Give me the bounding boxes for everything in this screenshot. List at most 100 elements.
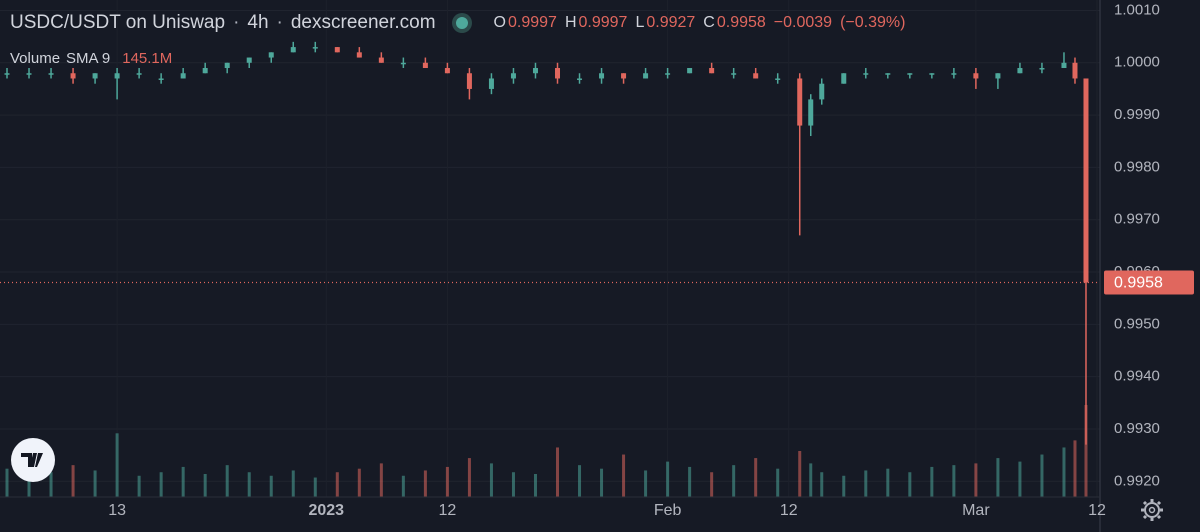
volume-value: 145.1M bbox=[122, 50, 173, 67]
y-tick-label: 1.0000 bbox=[1114, 54, 1160, 71]
y-tick-label: 0.9980 bbox=[1114, 158, 1160, 175]
status-dot bbox=[455, 17, 468, 29]
volume-bar bbox=[489, 463, 493, 497]
volume-bar bbox=[71, 465, 75, 497]
volume-bar bbox=[666, 461, 670, 497]
ohlc-key: L bbox=[635, 14, 645, 31]
separator: · bbox=[276, 12, 283, 33]
interval: 4h bbox=[247, 12, 269, 33]
volume-bar bbox=[137, 475, 141, 497]
candle-body bbox=[775, 78, 781, 80]
candle-body bbox=[907, 73, 913, 75]
pair: USDC/USDT on Uniswap bbox=[10, 12, 226, 33]
ohlc-key: H bbox=[564, 14, 577, 31]
candle-body bbox=[665, 73, 671, 75]
volume-bar bbox=[49, 472, 53, 497]
volume-bar bbox=[1062, 447, 1066, 497]
volume-bar bbox=[578, 465, 582, 497]
candle-body bbox=[621, 73, 627, 79]
tv-logo[interactable] bbox=[11, 438, 55, 482]
volume-bar bbox=[247, 472, 251, 497]
price-axis-bg bbox=[1100, 0, 1200, 532]
candle-body bbox=[202, 68, 208, 74]
candle-body bbox=[400, 62, 406, 65]
volume-bar bbox=[225, 465, 229, 497]
volume-bar bbox=[809, 463, 813, 497]
volume-bar bbox=[930, 466, 934, 497]
volume-bar bbox=[1040, 454, 1044, 497]
candle-body bbox=[488, 78, 494, 89]
candle-body bbox=[312, 47, 318, 49]
candle-body bbox=[1061, 62, 1067, 69]
candle-body bbox=[290, 47, 296, 53]
candle-body bbox=[577, 78, 583, 80]
last-price-tag bbox=[1104, 270, 1194, 295]
volume-bar bbox=[688, 466, 692, 497]
volume-bar bbox=[798, 451, 802, 497]
candle-body bbox=[466, 73, 472, 89]
volume-bar bbox=[533, 474, 537, 497]
axes: 1.00101.00000.99900.99800.99700.99600.99… bbox=[0, 1, 1194, 519]
x-tick-label: 12 bbox=[1088, 502, 1106, 519]
volume-bar bbox=[820, 472, 824, 497]
ohlc-change: −0.0039 bbox=[773, 14, 833, 31]
candle-body bbox=[797, 78, 803, 126]
candle-body bbox=[555, 68, 561, 79]
volume-bar bbox=[842, 475, 846, 497]
candle-body bbox=[334, 47, 340, 53]
candle-body bbox=[995, 73, 1001, 79]
candle-body bbox=[158, 78, 164, 80]
volume-bar bbox=[357, 468, 361, 497]
volume-bar bbox=[467, 458, 471, 497]
volume-bar bbox=[379, 463, 383, 497]
volume-bar bbox=[181, 466, 185, 497]
settings-gear[interactable] bbox=[1141, 499, 1163, 521]
last-price-label: 0.9958 bbox=[1114, 275, 1163, 292]
volume-bar bbox=[776, 468, 780, 497]
candle-body bbox=[532, 68, 538, 74]
candle-body bbox=[1017, 68, 1023, 74]
candle-body bbox=[444, 68, 450, 74]
candle-body bbox=[180, 73, 186, 79]
candle-body bbox=[378, 57, 384, 63]
candle-body bbox=[114, 73, 120, 79]
volume-bar bbox=[291, 470, 295, 497]
volume-bar bbox=[996, 458, 1000, 497]
candle-body bbox=[808, 99, 814, 126]
volume-bar bbox=[269, 475, 273, 497]
volume-bar bbox=[974, 463, 978, 497]
ohlc-value: 0.9927 bbox=[646, 14, 696, 31]
candle-body bbox=[1083, 78, 1089, 283]
header-legend: USDC/USDT on Uniswap · 4h · dexscreener.… bbox=[10, 12, 907, 34]
volume-legend: Volume SMA 9 145.1M bbox=[10, 50, 172, 67]
candle-body bbox=[709, 68, 715, 74]
volume-bar bbox=[644, 470, 648, 497]
candle-body bbox=[246, 57, 252, 63]
volume-bar bbox=[115, 433, 119, 497]
candle-body bbox=[1039, 68, 1045, 70]
candle-body bbox=[224, 62, 230, 69]
volume-bar bbox=[203, 474, 207, 497]
y-tick-label: 0.9950 bbox=[1114, 315, 1160, 332]
ohlc-key: O bbox=[493, 14, 506, 31]
candle-body bbox=[643, 73, 649, 79]
candle-body bbox=[510, 73, 516, 79]
candle-body bbox=[687, 68, 693, 74]
volume-bar bbox=[710, 472, 714, 497]
volume-bar bbox=[556, 447, 560, 497]
volume-bar bbox=[886, 468, 890, 497]
volume-bar bbox=[423, 470, 427, 497]
volume-bar bbox=[93, 470, 97, 497]
volume-bars bbox=[5, 405, 1088, 497]
candle-body bbox=[929, 73, 935, 75]
candle-body bbox=[819, 83, 825, 100]
candle-body bbox=[4, 73, 10, 75]
volume-bar bbox=[1018, 461, 1022, 497]
ohlc-key: C bbox=[703, 14, 715, 31]
candle-body bbox=[70, 73, 76, 79]
candle-body bbox=[731, 73, 737, 75]
y-tick-label: 1.0010 bbox=[1114, 1, 1160, 18]
candle-body bbox=[951, 73, 957, 75]
